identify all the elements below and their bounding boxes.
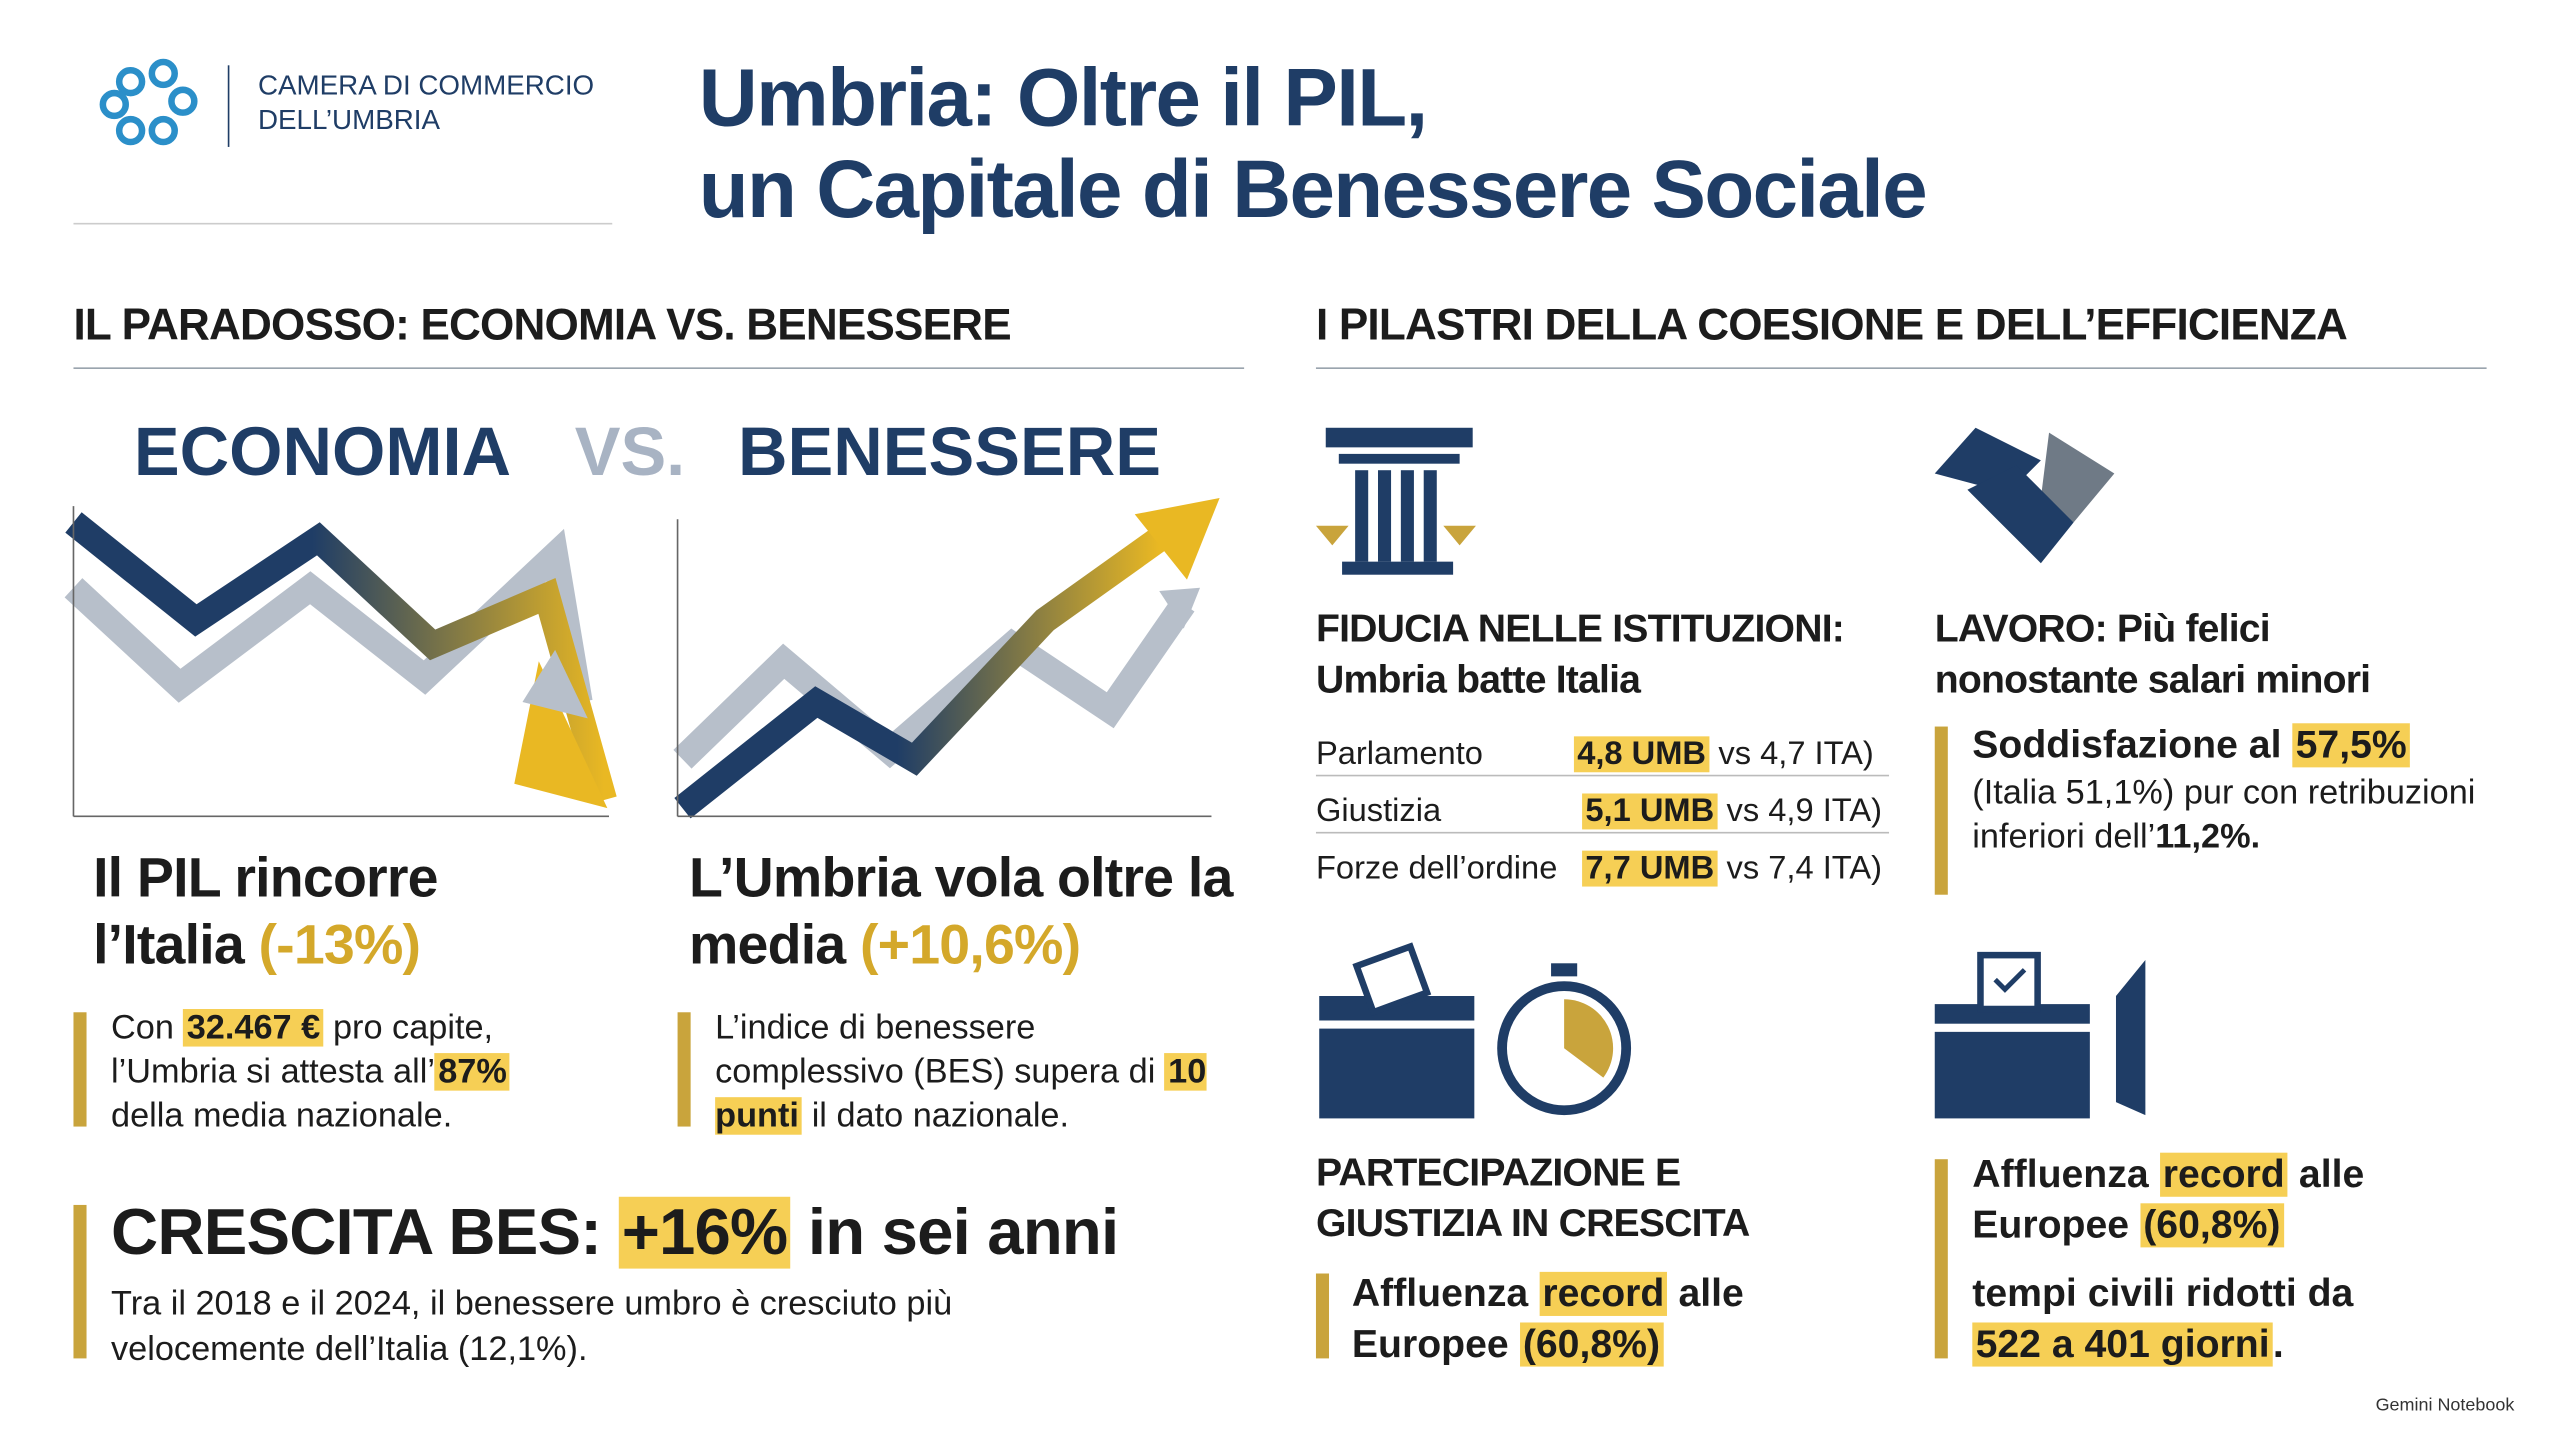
cell: vs 4,9 ITA) [1726,793,1882,830]
text: CRESCITA BES: [111,1196,619,1269]
accent-bar [1934,726,1948,895]
text: (Italia 51,1%) pur con retribuzioni infe… [1972,773,2476,856]
title-line: Umbria: Oltre il PIL, [698,52,1428,144]
accent-bar [73,1012,87,1127]
highlight: +16% [618,1196,791,1269]
text: il dato nazionale. [802,1097,1070,1135]
logo [99,58,198,146]
vote-text2: tempi civili ridotti da 522 a 401 giorni… [1972,1269,2397,1370]
text: pro capite, l’Umbria si attesta all’ [111,1009,494,1091]
row: Forze dell’ordine 7,7 UMB vs 7,4 ITA) [1316,841,1891,898]
highlight: 32.467 € [183,1009,324,1047]
highlight: 7,7 UMB [1582,850,1718,887]
cell: Parlamento [1315,736,1483,773]
section-rule [73,367,1245,369]
text: alle Europee [1972,1152,2365,1248]
text: in sei anni [790,1196,1119,1269]
text: Con [111,1009,184,1047]
vs-label: ECONOMIA [133,413,512,490]
org-name: CAMERA DI COMMERCIO DELL’UMBRIA [258,69,594,138]
ballot-icon [1319,942,1632,1119]
accent-bar [1934,1159,1948,1359]
text: tempi civili ridotti da [1972,1271,2354,1316]
growth-text: Tra il 2018 e il 2024, il benessere umbr… [111,1284,953,1369]
text: della media nazionale. [111,1097,453,1135]
highlight: 522 a 401 giorni [1972,1322,2273,1367]
wellbeing-chart [673,497,1220,819]
accent-bar [1315,1273,1330,1359]
highlight: record [2159,1152,2289,1197]
highlight: 4,8 UMB [1573,736,1710,773]
text: Affluenza [1972,1152,2160,1197]
trust-title: FIDUCIA NELLE ISTITUZIONI: Umbria batte I… [1315,604,1845,705]
section-heading: IL PARADOSSO: ECONOMIA VS. BENESSERE [73,300,1011,350]
highlight: 5,1 UMB [1582,793,1718,830]
vote-text: Affluenza record alle Europee (60,8%) [1972,1149,2429,1250]
text: . [2250,817,2261,856]
text: L’Umbria vola oltre la media [688,847,1233,977]
growth-title: CRESCITA BES: +16% in sei anni [111,1196,1119,1270]
participation-title: PARTECIPAZIONE E GIUSTIZIA IN CRESCITA [1315,1148,1750,1249]
cell: vs 7,4 ITA) [1726,850,1882,887]
title-line: GIUSTIZIA IN CRESCITA [1315,1201,1750,1246]
text: . [2272,1322,2284,1367]
highlight: (+10,6%) [859,914,1081,977]
highlight: (60,8%) [1519,1322,1664,1367]
footer: Gemini Notebook [2375,1395,2515,1416]
highlight: 57,5% [2292,723,2411,768]
handshake-icon [1934,427,2115,564]
highlight: 11,2% [2155,817,2251,856]
bes-text: L’indice di benessere complessivo (BES) … [715,1006,1229,1138]
cell: vs 4,7 ITA) [1718,736,1874,773]
title-line: Umbria batte Italia [1315,657,1641,703]
vote-icon [1934,951,2146,1119]
row: Parlamento 4,8 UMB vs 4,7 ITA) [1316,727,1891,784]
work-title: LAVORO: Più felici nonostante salari mino… [1934,604,2371,705]
text: Il PIL rincorre l’Italia [93,847,438,977]
title-line: un Capitale di Benessere Sociale [698,143,1928,236]
economy-chart [64,506,617,818]
org-line: DELL’UMBRIA [257,104,440,136]
vs-label: VS. [574,413,686,490]
highlight: (-13%) [258,914,422,977]
pil-text: Con 32.467 € pro capite, l’Umbria si att… [111,1006,584,1138]
text: Soddisfazione al [1972,723,2293,768]
work-text: Soddisfazione al 57,5% (Italia 51,1%) pur… [1972,722,2478,859]
section-heading: I PILASTRI DELLA COESIONE E DELL’EFFICIE… [1315,300,2348,350]
participation-text: Affluenza record alle Europee (60,8%) [1352,1269,1809,1370]
row: Giustizia 5,1 UMB vs 4,9 ITA) [1316,784,1891,841]
highlight: (60,8%) [2139,1203,2284,1248]
title-line: LAVORO: Più felici [1934,607,2271,652]
institution-icon [1315,427,1476,575]
bes-title: L’Umbria vola oltre la media (+10,6%) [689,846,1244,980]
vs-label: BENESSERE [737,413,1161,490]
cell: Forze dell’ordine [1315,850,1558,887]
pil-title: Il PIL rincorre l’Italia (-13%) [93,846,583,980]
section-rule [1315,367,2487,369]
title: Umbria: Oltre il PIL, un Capitale di Bene… [698,52,1928,236]
cell: Giustizia [1315,793,1442,830]
title-line: PARTECIPAZIONE E [1315,1151,1681,1196]
accent-bar [677,1012,691,1127]
org-line: CAMERA DI COMMERCIO [257,70,595,102]
trust-table: Parlamento 4,8 UMB vs 4,7 ITA) Giustizia 5… [1316,727,1891,898]
text: L’indice di benessere complessivo (BES) … [715,1009,1165,1091]
text: alle Europee [1351,1271,1744,1367]
title-line: FIDUCIA NELLE ISTITUZIONI: [1315,607,1845,652]
accent-bar [73,1204,87,1359]
highlight: record [1539,1271,1668,1316]
text: Affluenza [1351,1271,1540,1316]
title-line: nonostante salari minori [1934,657,2371,703]
highlight: 87% [434,1053,511,1091]
